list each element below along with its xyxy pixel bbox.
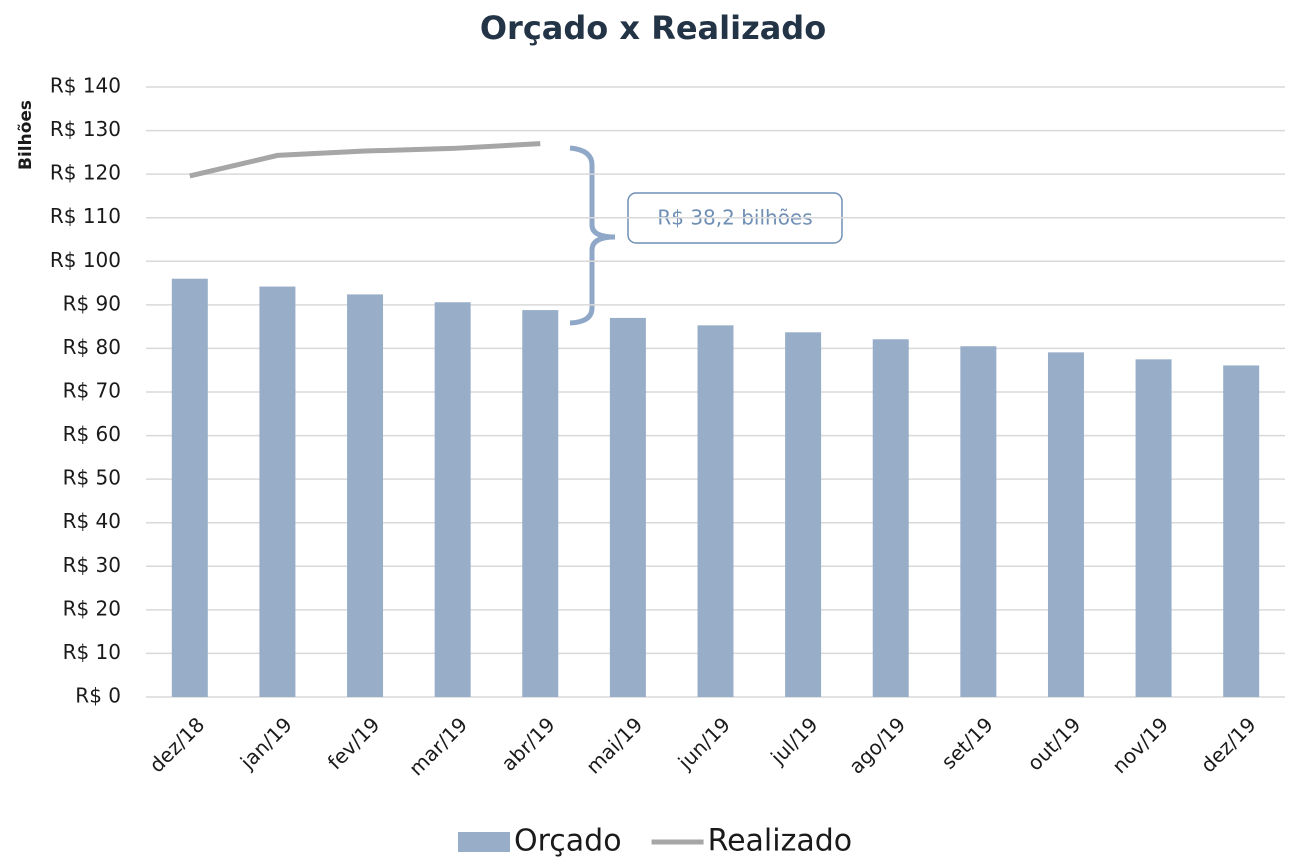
bar (171, 278, 208, 697)
bar (785, 332, 822, 697)
y-tick-label: R$ 130 (50, 117, 121, 141)
y-axis-label: Bilhões (16, 100, 36, 170)
y-tick-label: R$ 60 (63, 422, 121, 446)
y-tick-label: R$ 140 (50, 74, 121, 98)
chart-title: Orçado x Realizado (480, 9, 826, 47)
bar (609, 317, 646, 697)
bar (522, 310, 559, 697)
bar (347, 294, 384, 697)
bar (960, 346, 997, 697)
y-tick-label: R$ 20 (63, 596, 121, 620)
bracket (569, 145, 616, 326)
y-tick-label: R$ 30 (63, 553, 121, 577)
legend-swatch (458, 832, 510, 852)
y-tick-label: R$ 10 (63, 640, 121, 664)
bar (872, 339, 909, 697)
y-tick-label: R$ 50 (63, 466, 121, 490)
y-tick-label: R$ 120 (50, 161, 121, 185)
legend-label: Realizado (708, 824, 853, 859)
bar (1135, 359, 1172, 697)
y-tick-label: R$ 90 (63, 291, 121, 315)
y-tick-label: R$ 80 (63, 335, 121, 359)
bar (1223, 365, 1260, 697)
line (189, 141, 541, 179)
y-tick-label: R$ 100 (50, 248, 121, 272)
y-tick-label: R$ 70 (63, 379, 121, 403)
bar (697, 325, 734, 697)
bar (434, 302, 471, 697)
y-tick-label: R$ 0 (75, 684, 121, 708)
y-tick-label: R$ 110 (50, 204, 121, 228)
bar (1047, 352, 1084, 697)
bar (259, 286, 296, 697)
legend-label: Orçado (514, 824, 622, 859)
y-tick-label: R$ 40 (63, 509, 121, 533)
